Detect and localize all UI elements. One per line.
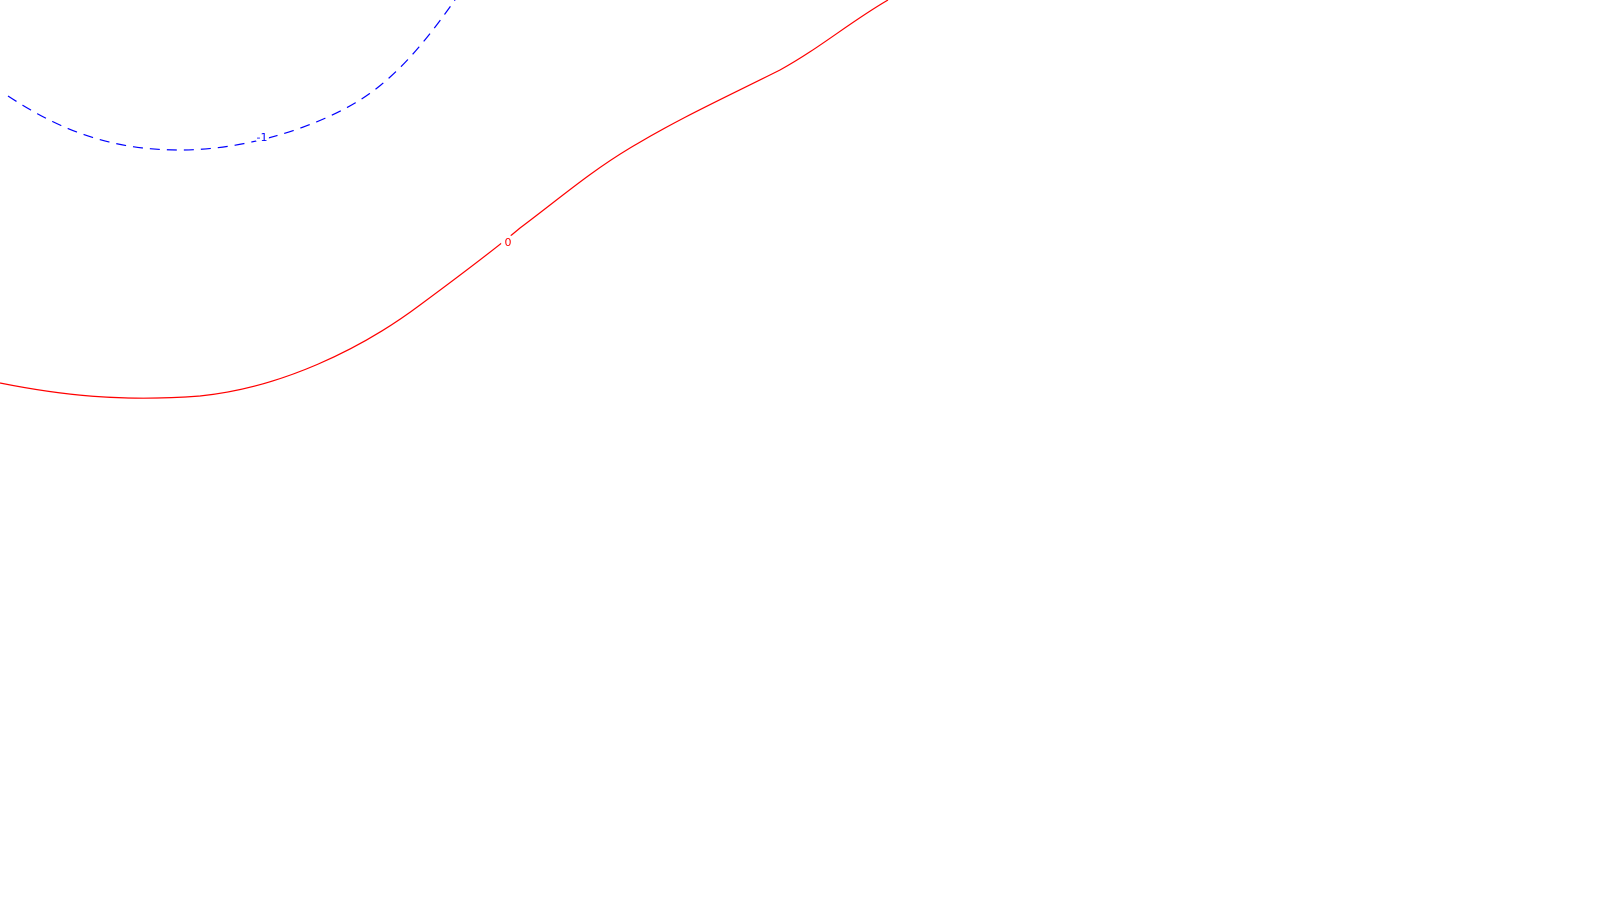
contour-label-gap: [255, 130, 269, 144]
contour-lines: [0, 0, 889, 399]
contour-labels: -1 0: [255, 130, 515, 249]
contour-label-gap: [501, 235, 515, 249]
contour-line-level-neg1: [7, 0, 456, 151]
contour-line-level-0: [0, 0, 889, 399]
contour-label-level-0: 0: [505, 236, 512, 249]
contour-label-level-neg1: -1: [257, 131, 268, 144]
